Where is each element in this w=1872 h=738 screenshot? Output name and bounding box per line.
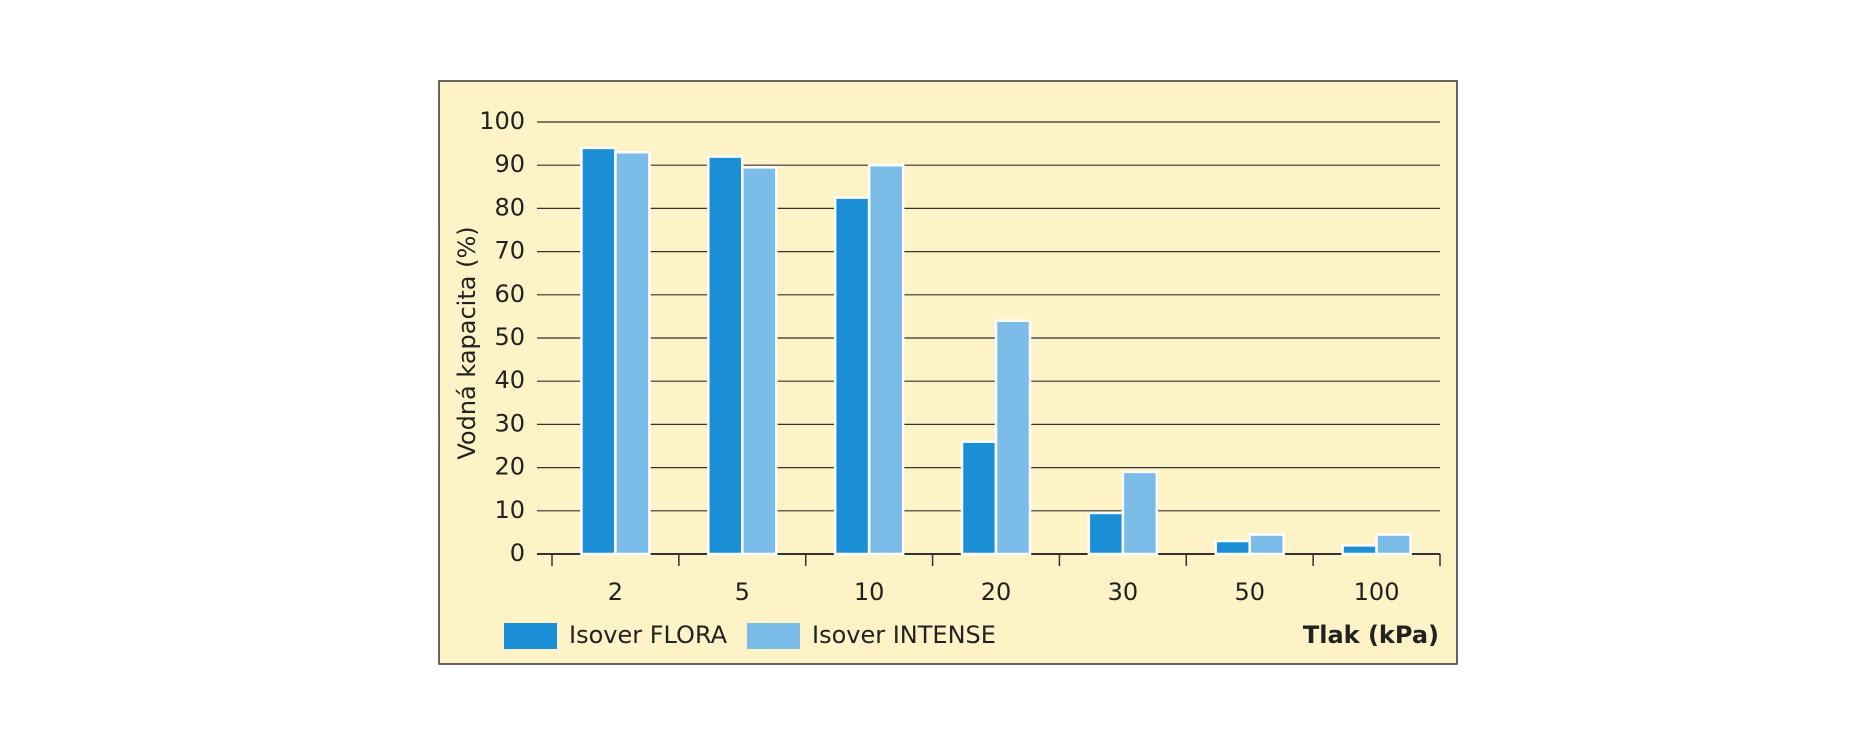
y-tick-label: 80 bbox=[494, 193, 525, 221]
y-tick-label: 30 bbox=[494, 409, 525, 437]
bar bbox=[707, 155, 744, 556]
legend-swatch bbox=[747, 623, 800, 649]
x-tick-label: 10 bbox=[854, 578, 885, 606]
x-tick-label: 20 bbox=[981, 578, 1012, 606]
x-tick-label: 100 bbox=[1354, 578, 1400, 606]
bar bbox=[614, 150, 651, 556]
bar bbox=[960, 440, 998, 556]
y-axis-title: Vodná kapacita (%) bbox=[453, 226, 481, 459]
y-tick-label: 70 bbox=[494, 237, 525, 265]
bar bbox=[1375, 533, 1412, 556]
x-tick-label: 30 bbox=[1108, 578, 1139, 606]
bar bbox=[833, 196, 871, 556]
bar bbox=[1341, 544, 1378, 556]
y-tick-label: 10 bbox=[494, 496, 525, 524]
bar bbox=[1248, 533, 1285, 556]
legend-swatch bbox=[504, 623, 557, 649]
y-tick-label: 90 bbox=[494, 150, 525, 178]
legend-label: Isover FLORA bbox=[569, 621, 728, 649]
bar bbox=[580, 146, 617, 556]
legend-label: Isover INTENSE bbox=[812, 621, 996, 649]
y-tick-label: 40 bbox=[494, 366, 525, 394]
x-tick-label: 50 bbox=[1234, 578, 1265, 606]
bar bbox=[1214, 539, 1251, 556]
bar bbox=[1087, 511, 1125, 556]
bar bbox=[994, 319, 1032, 556]
bar bbox=[741, 166, 778, 556]
x-tick-label: 2 bbox=[608, 578, 623, 606]
y-tick-label: 20 bbox=[494, 453, 525, 481]
bar bbox=[867, 163, 905, 556]
y-tick-label: 50 bbox=[494, 323, 525, 351]
x-tick-label: 5 bbox=[735, 578, 750, 606]
y-tick-label: 60 bbox=[494, 280, 525, 308]
x-axis-title: Tlak (kPa) bbox=[1303, 621, 1439, 649]
y-tick-label: 0 bbox=[510, 539, 525, 567]
bar bbox=[1121, 470, 1159, 556]
y-tick-label: 100 bbox=[479, 107, 525, 135]
